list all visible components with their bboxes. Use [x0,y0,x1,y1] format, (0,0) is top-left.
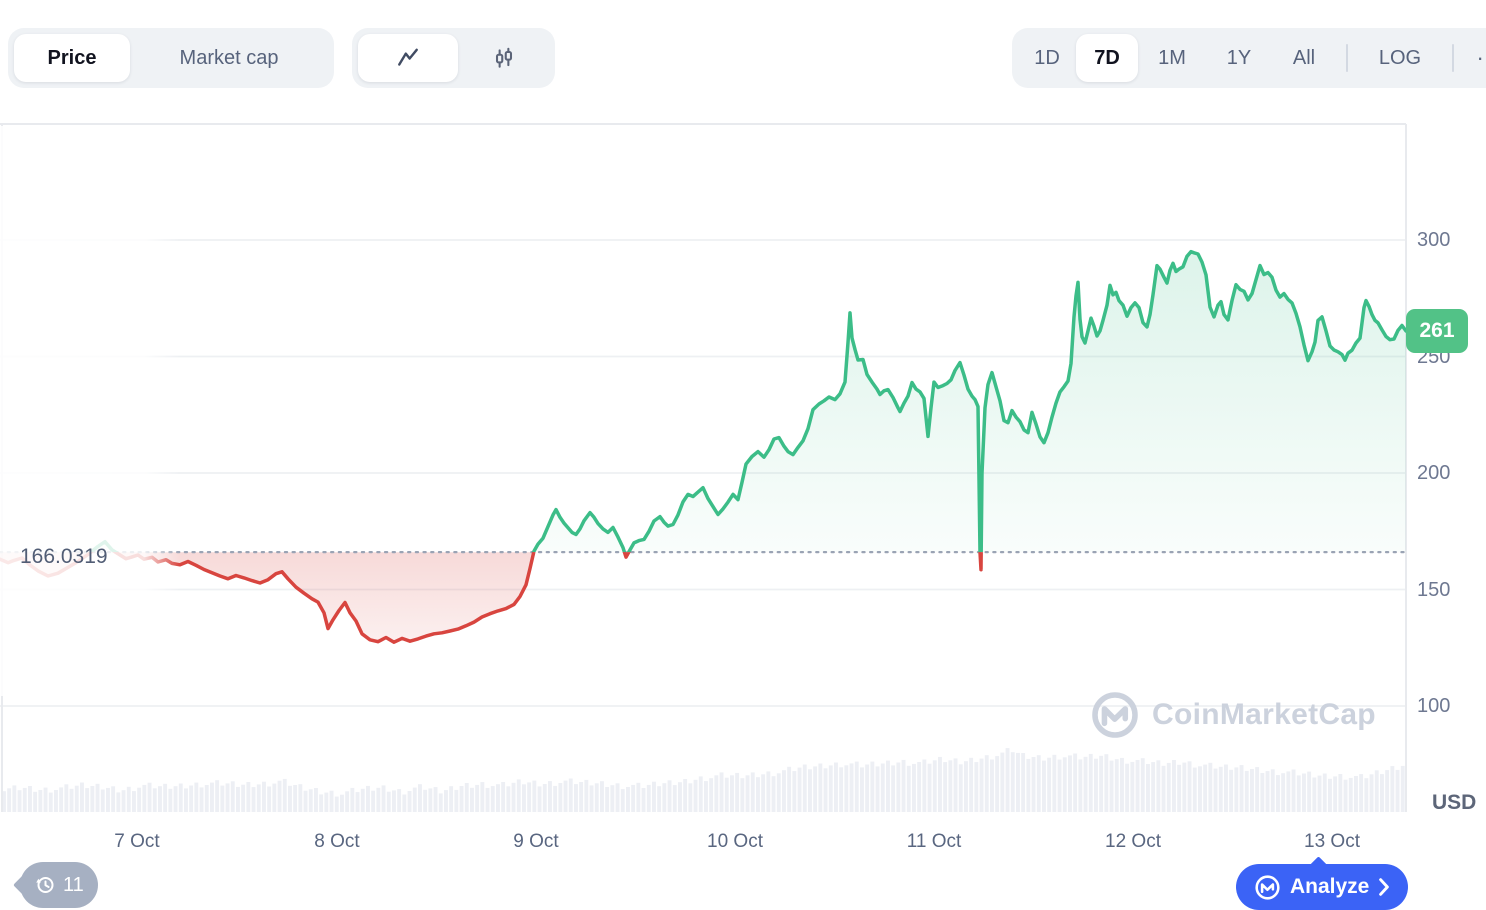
tab-market-cap[interactable]: Market cap [179,46,279,69]
left-fade-overlay [0,126,180,696]
tab-price[interactable]: Price [14,34,130,82]
line-chart-type-button[interactable] [358,34,458,82]
history-count-badge[interactable]: 11 [20,862,98,908]
price-line-down [0,552,983,644]
chevron-right-icon [1379,878,1390,896]
range-tab-all[interactable]: All [1292,46,1316,69]
analyze-label: Analyze [1290,875,1370,898]
coinmarketcap-logo-icon [1255,874,1280,900]
range-tab-1m[interactable]: 1M [1158,46,1186,69]
y-axis-tick-label: 300 [1417,229,1451,251]
toolbar-divider [1346,44,1348,72]
history-count: 11 [63,873,84,896]
x-axis-tick-label: 10 Oct [707,831,763,852]
chart-type-toggle-group [352,28,555,88]
y-axis-tick-label: 200 [1417,462,1451,484]
x-axis-tick-label: 11 Oct [906,831,962,852]
y-axis-tick-label: 100 [1417,695,1451,717]
candlestick-icon [495,47,512,68]
x-axis-tick-label: 7 Oct [114,831,160,852]
time-range-toggle-group: 1D 7D 1M 1Y All LOG ··· [1012,28,1486,88]
line-chart-icon [398,48,418,66]
price-area-above-baseline [0,251,1406,553]
metric-toggle-group: Price Market cap [8,28,334,88]
x-axis-tick-label: 12 Oct [1105,831,1161,852]
x-axis-tick-label: 9 Oct [513,831,559,852]
range-tab-7d[interactable]: 7D [1076,34,1138,82]
range-tab-1y[interactable]: 1Y [1226,46,1252,69]
volume-bars [2,748,1405,812]
current-price-badge: 261 [1406,308,1468,353]
x-axis-tick-label: 8 Oct [314,831,360,852]
candlestick-chart-type-button[interactable] [458,34,549,82]
clock-history-icon [36,877,54,893]
toolbar-divider [1452,44,1454,72]
baseline-price-label: 166.0319 [20,545,108,568]
y-axis-unit-label: USD [1432,791,1477,814]
analyze-button[interactable]: Analyze [1236,864,1409,910]
more-options-button[interactable]: ··· [1476,45,1486,70]
log-scale-button[interactable]: LOG [1378,46,1422,69]
y-axis-tick-label: 150 [1417,578,1451,601]
price-area-below-baseline [0,552,982,643]
x-axis-tick-label: 13 Oct [1304,831,1360,852]
price-line-up [88,249,1406,553]
range-tab-1d[interactable]: 1D [1034,46,1060,69]
